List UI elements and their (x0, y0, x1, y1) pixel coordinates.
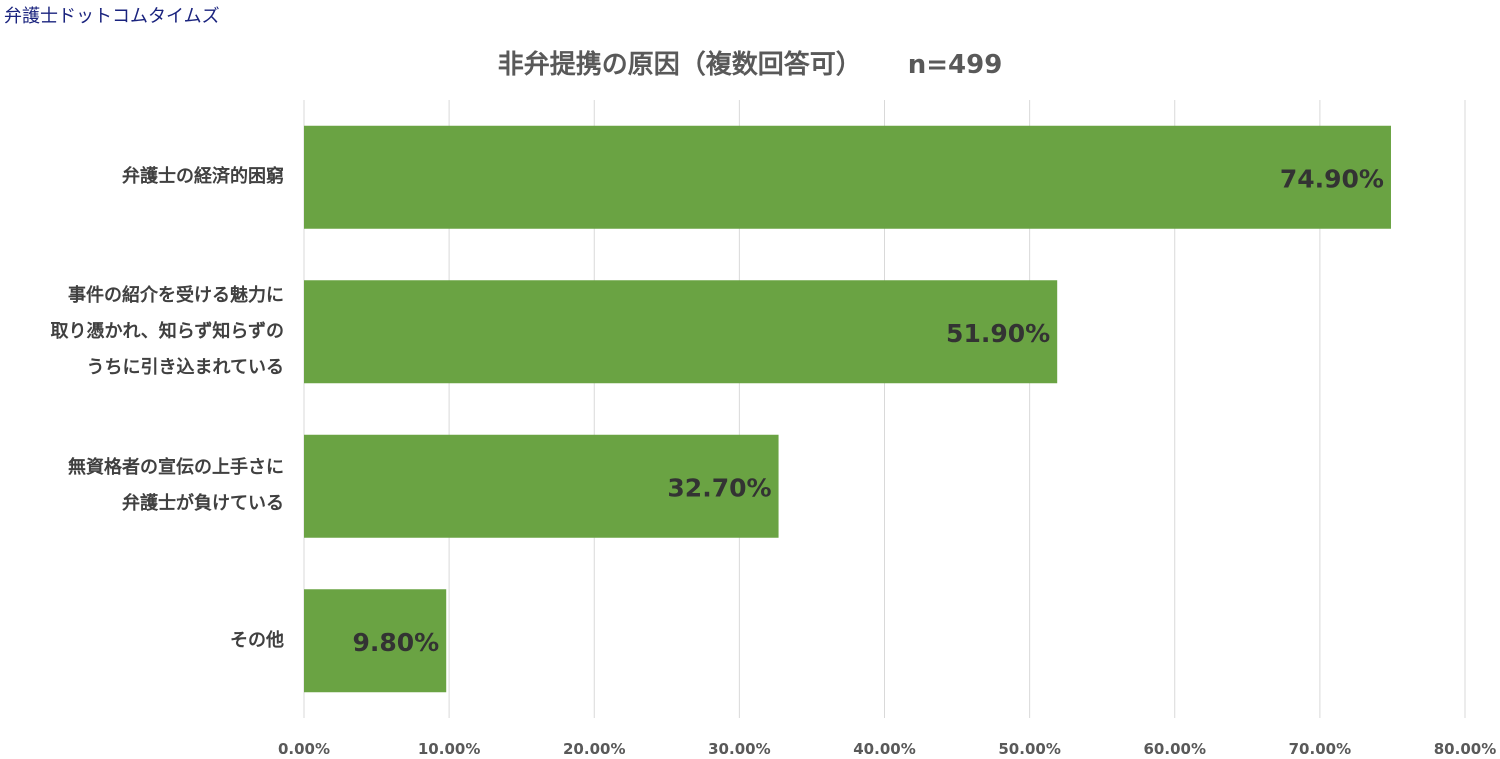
y-category-label: その他 (0, 623, 284, 659)
y-category-label-line: 取り憑かれ、知らず知らずの (50, 320, 284, 342)
y-category-label: 事件の紹介を受ける魅力に取り憑かれ、知らず知らずのうちに引き込まれている (0, 278, 284, 386)
x-tick-label: 80.00% (1434, 740, 1496, 758)
y-category-label: 弁護士の経済的困窮 (0, 159, 284, 195)
x-tick-label: 70.00% (1289, 740, 1351, 758)
y-category-label: 無資格者の宣伝の上手さに弁護士が負けている (0, 450, 284, 522)
data-label: 74.90% (1280, 164, 1384, 193)
x-tick-label: 0.00% (278, 740, 330, 758)
chart-sample-size: n=499 (907, 50, 1003, 80)
x-tick-label: 50.00% (998, 740, 1060, 758)
y-category-label-line: 弁護士の経済的困窮 (122, 166, 284, 188)
chart-title: 非弁提携の原因（複数回答可） n=499 (0, 44, 1500, 81)
bar (304, 589, 447, 693)
x-tick-label: 40.00% (853, 740, 915, 758)
data-label: 51.90% (946, 319, 1050, 348)
y-category-label-line: その他 (230, 629, 284, 651)
data-label: 9.80% (352, 628, 439, 657)
x-tick-label: 30.00% (708, 740, 770, 758)
y-category-label-line: 事件の紹介を受ける魅力に (68, 284, 284, 306)
bar (304, 434, 779, 538)
x-tick-label: 10.00% (418, 740, 480, 758)
x-tick-label: 20.00% (563, 740, 625, 758)
bar (304, 280, 1058, 384)
x-tick-label: 60.00% (1144, 740, 1206, 758)
y-category-label-line: 弁護士が負けている (122, 493, 284, 515)
y-category-label-line: 無資格者の宣伝の上手さに (68, 457, 284, 479)
chart-title-text: 非弁提携の原因（複数回答可） (497, 50, 862, 80)
bar (304, 125, 1391, 229)
watermark-logo: 弁護士ドットコムタイムズ (4, 6, 220, 27)
data-label: 32.70% (667, 473, 771, 502)
y-category-label-line: うちに引き込まれている (86, 356, 284, 378)
